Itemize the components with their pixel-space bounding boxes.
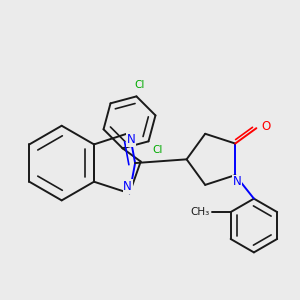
- Text: Cl: Cl: [134, 80, 145, 90]
- Text: O: O: [261, 120, 270, 133]
- Text: N: N: [123, 180, 132, 193]
- Text: Cl: Cl: [152, 145, 162, 155]
- Text: N: N: [233, 175, 242, 188]
- Text: CH₃: CH₃: [190, 207, 210, 217]
- Text: N: N: [127, 133, 136, 146]
